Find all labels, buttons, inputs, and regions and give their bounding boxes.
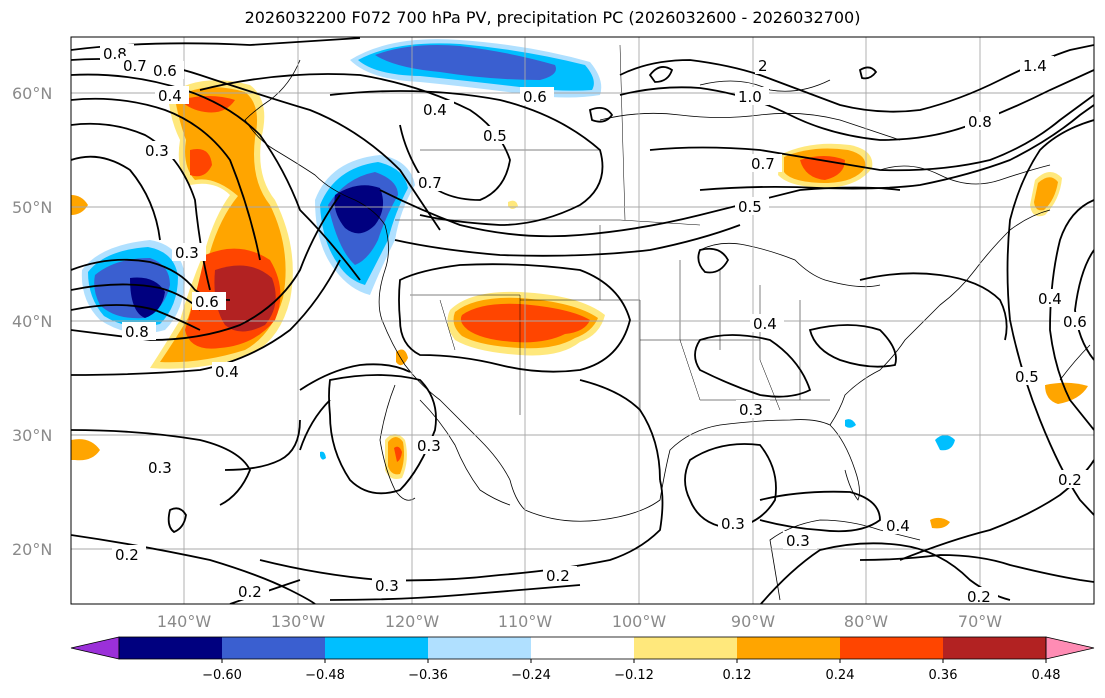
- colorbar-tick-label: 0.24: [826, 668, 855, 683]
- latitude-labels: 60°N 50°N 40°N 30°N 20°N: [12, 84, 52, 559]
- longitude-labels: 140°W 130°W 120°W 110°W 100°W 90°W 80°W …: [157, 612, 1002, 631]
- contour-label: 0.8: [125, 323, 149, 341]
- contour-label: 0.2: [238, 583, 262, 601]
- colorbar-tick-label: −0.48: [305, 668, 345, 683]
- colorbar-tick-label: 0.12: [723, 668, 752, 683]
- pacific-negative-region: [81, 240, 185, 334]
- colorbar-bin: [531, 637, 635, 659]
- graticule: [71, 37, 1094, 604]
- contour-label: 0.4: [423, 101, 447, 119]
- north-negative-region: [350, 39, 602, 98]
- contour-label: 0.3: [739, 401, 763, 419]
- lon-label: 110°W: [498, 612, 553, 631]
- colorbar-bin: [737, 637, 841, 659]
- contour-label: 0.4: [886, 517, 910, 535]
- colorbar-bin: [840, 637, 944, 659]
- contour-label: 0.6: [153, 62, 177, 80]
- pv-contours: [71, 37, 1094, 604]
- pacific-positive-region: [150, 80, 293, 369]
- contour-label: 0.3: [375, 577, 399, 595]
- contour-label: 1.0: [738, 88, 762, 106]
- contour-label: 0.7: [751, 155, 775, 173]
- lat-label: 60°N: [12, 84, 52, 103]
- colorbar: −0.60 −0.48 −0.36 −0.24 −0.12 0.12 0.24 0.36 0.4…: [70, 636, 1095, 683]
- contour-label: 0.7: [418, 174, 442, 192]
- lon-label: 120°W: [385, 612, 440, 631]
- plot-frame: [70, 36, 1095, 605]
- contour-label: 0.5: [1015, 368, 1039, 386]
- lat-label: 50°N: [12, 198, 52, 217]
- lon-label: 130°W: [271, 612, 326, 631]
- map-plot-area: 0.8 0.7 0.6 0.4 0.3 0.4 0.5 0.6 1.0 0.7 …: [71, 37, 1094, 606]
- contour-label: 0.6: [1063, 313, 1087, 331]
- colorbar-tick-label: 0.48: [1032, 668, 1061, 683]
- small-negative-regions: [320, 419, 955, 460]
- colorbar-tick-label: −0.36: [408, 668, 448, 683]
- colorbar-tick-label: −0.24: [511, 668, 551, 683]
- contour-label: 0.7: [123, 57, 147, 75]
- colorbar-tick-label: −0.60: [202, 668, 242, 683]
- colorbar-tick-label: 0.36: [929, 668, 958, 683]
- contour-label: 0.3: [145, 142, 169, 160]
- contour-label: 0.6: [195, 293, 219, 311]
- lon-label: 100°W: [612, 612, 667, 631]
- contour-label: 1.4: [1023, 57, 1047, 75]
- contour-label: 0.4: [1038, 290, 1062, 308]
- contour-label: 0.2: [967, 588, 991, 606]
- contour-label: 0.5: [738, 198, 762, 216]
- lat-label: 40°N: [12, 312, 52, 331]
- colorbar-extend-high: [1045, 636, 1095, 660]
- contour-label: 0.2: [115, 546, 139, 564]
- contour-label: 0.2: [546, 567, 570, 585]
- colorbar-tick-label: −0.12: [614, 668, 654, 683]
- contour-label: 2: [758, 57, 768, 75]
- contour-label: 0.4: [158, 87, 182, 105]
- map-title: 2026032200 F072 700 hPa PV, precipitatio…: [244, 8, 861, 27]
- colorbar-extend-low: [70, 636, 120, 660]
- colorbar-bin: [222, 637, 326, 659]
- contour-label: 0.2: [1058, 471, 1082, 489]
- colorbar-bin: [428, 637, 532, 659]
- colorbar-bin: [634, 637, 738, 659]
- lon-label: 80°W: [844, 612, 888, 631]
- colorbar-bin: [119, 637, 223, 659]
- lat-label: 20°N: [12, 540, 52, 559]
- precip-shading: [71, 39, 1088, 529]
- contour-label: 0.3: [417, 437, 441, 455]
- baja-positive-region: [385, 349, 408, 479]
- colorbar-frame: [118, 636, 1047, 660]
- pv-contour-labels: 0.8 0.7 0.6 0.4 0.3 0.4 0.5 0.6 1.0 0.7 …: [100, 44, 1094, 606]
- lat-label: 30°N: [12, 426, 52, 445]
- contour-label: 0.4: [753, 315, 777, 333]
- lon-label: 90°W: [731, 612, 775, 631]
- contour-label: 0.3: [786, 532, 810, 550]
- east-positive-region: [71, 171, 1088, 529]
- contour-label: 0.3: [175, 244, 199, 262]
- colorbar-bin: [325, 637, 429, 659]
- lon-label: 70°W: [958, 612, 1002, 631]
- contour-label: 0.3: [721, 515, 745, 533]
- contour-label: 0.5: [483, 127, 507, 145]
- colorbar-bin: [943, 637, 1047, 659]
- contour-label: 0.4: [215, 363, 239, 381]
- contour-label: 0.3: [148, 459, 172, 477]
- contour-label: 0.8: [968, 113, 992, 131]
- southwest-positive-region: [447, 291, 605, 356]
- lon-label: 140°W: [157, 612, 212, 631]
- contour-label: 0.6: [523, 88, 547, 106]
